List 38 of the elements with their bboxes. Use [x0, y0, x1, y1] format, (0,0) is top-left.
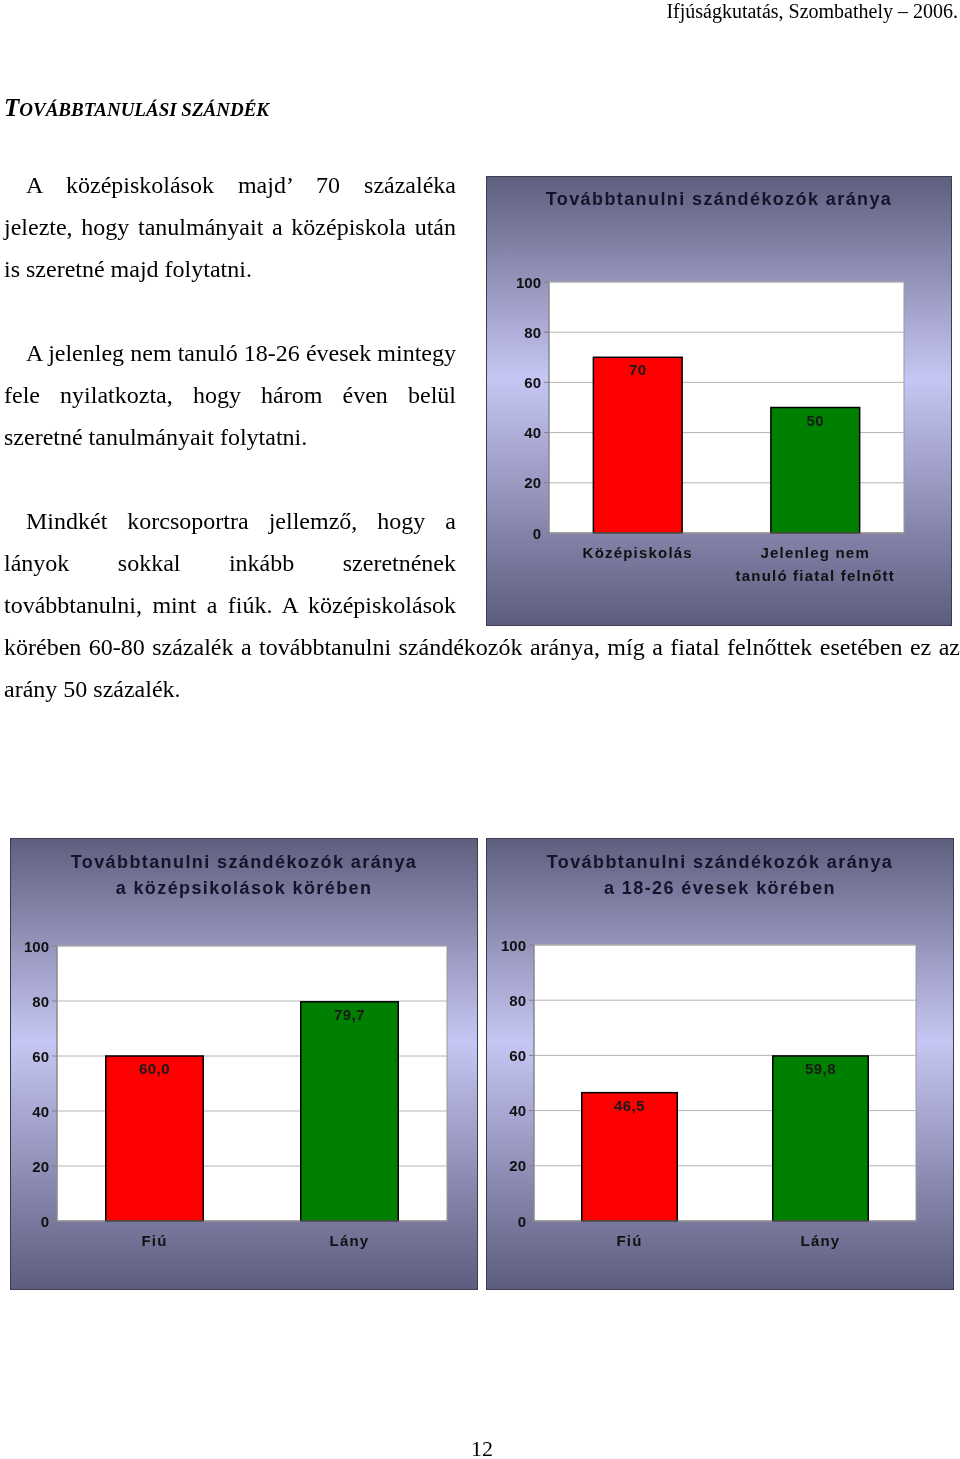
y-tick-label: 20	[32, 1157, 49, 1175]
text: A középiskolások majd’ 70 százaléka jelezte, hogy tanulmányait a középiskola után is szeretné majd folytatni.	[4, 172, 456, 282]
chart-title: Továbbtanulni szándékozók aránya a 18-26 évesek körében	[546, 852, 894, 898]
text: Ifjúságkutatás, Szombathely – 2006.	[666, 0, 958, 22]
y-tick-label: 80	[509, 991, 526, 1009]
x-tick-label: Fiú	[616, 1232, 643, 1249]
y-tick-label: 0	[532, 524, 541, 542]
y-tick-label: 20	[509, 1157, 526, 1175]
x-tick-label: Lány	[800, 1232, 841, 1249]
y-tick-label: 80	[32, 992, 49, 1010]
chart-title: Továbbtanulni szándékozók aránya a középsikolások körében	[70, 852, 418, 898]
y-tick-label: 40	[509, 1102, 526, 1120]
y-tick-label: 80	[524, 323, 541, 341]
data-label: 70	[629, 361, 647, 379]
y-tick-label: 0	[517, 1212, 526, 1230]
x-tick-label: Jelenleg nem tanuló fiatal felnőtt	[735, 544, 895, 584]
text: A jelenleg nem tanuló 18-26 évesek mintegy fele nyilatkozta, hogy három éven belül szeretné tanulmányait folytatni.	[4, 340, 456, 450]
y-tick-label: 20	[524, 474, 541, 492]
y-tick-label: 0	[40, 1212, 49, 1230]
x-tick-label: Lány	[329, 1232, 370, 1249]
y-tick-label: 60	[509, 1046, 526, 1064]
x-tick-label: Középiskolás	[582, 544, 693, 561]
chart-title: Továbbtanulni szándékozók aránya	[545, 189, 893, 209]
data-label: 50	[806, 411, 824, 429]
data-label: 46,5	[614, 1096, 645, 1114]
y-tick-label: 40	[524, 424, 541, 442]
data-label: 59,8	[805, 1059, 836, 1077]
y-tick-label: 100	[515, 273, 541, 291]
x-tick-label: Fiú	[141, 1232, 168, 1249]
text: 12	[470, 1436, 494, 1459]
y-tick-label: 100	[500, 936, 526, 954]
data-label: 60,0	[139, 1060, 170, 1077]
y-tick-label: 40	[32, 1102, 49, 1120]
y-tick-label: 100	[23, 937, 49, 955]
text: TOVÁBBTANULÁSI SZÁNDÉK	[4, 93, 269, 123]
y-tick-label: 60	[32, 1047, 49, 1065]
data-label: 79,7	[334, 1005, 365, 1023]
y-tick-label: 60	[524, 373, 541, 391]
